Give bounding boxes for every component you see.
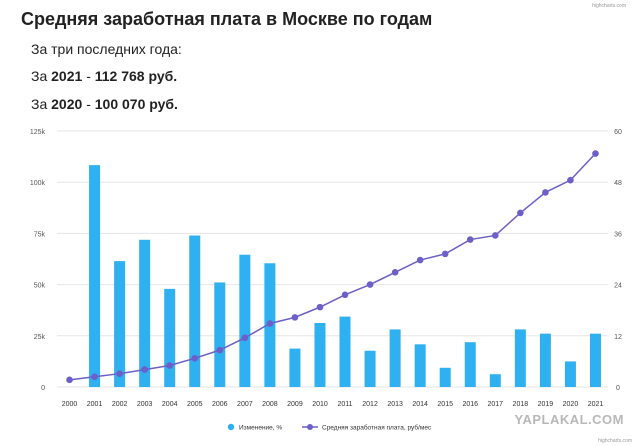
- x-tick-label: 2010: [312, 401, 328, 408]
- bar: [189, 235, 201, 387]
- x-tick-label: 2005: [187, 401, 203, 408]
- x-tick-label: 2020: [563, 401, 579, 408]
- line-point: [366, 281, 374, 288]
- bar: [439, 367, 451, 387]
- y-left-tick-label: 50k: [34, 283, 46, 290]
- bar: [89, 165, 101, 387]
- x-tick-label: 2007: [237, 401, 253, 408]
- summary-separator: -: [86, 68, 91, 84]
- x-tick-label: 2008: [262, 401, 278, 408]
- intro-text: За три последних года:: [31, 41, 182, 57]
- x-tick-label: 2000: [62, 401, 78, 408]
- bar: [389, 329, 401, 387]
- line-point: [241, 334, 249, 342]
- x-tick-label: 2003: [137, 401, 153, 408]
- x-tick-label: 2002: [112, 401, 128, 408]
- y-right-tick-label: 60: [614, 129, 622, 136]
- line-point: [567, 176, 574, 184]
- page-title: Средняя заработная плата в Москве по год…: [21, 9, 433, 29]
- x-tick-label: 2006: [212, 401, 228, 408]
- legend-bar-marker: [227, 423, 235, 431]
- line-point: [216, 346, 224, 354]
- x-tick-label: 2019: [538, 401, 554, 408]
- bar: [414, 344, 426, 387]
- chart-credit: highcharts.com: [592, 3, 626, 9]
- x-tick-label: 2013: [387, 401, 403, 408]
- line-point: [542, 189, 549, 196]
- summary-value: 100 070 руб.: [94, 96, 178, 112]
- y-right-tick-label: 0: [616, 385, 620, 392]
- bar: [564, 361, 576, 387]
- x-tick-label: 2001: [87, 401, 103, 408]
- line-point: [266, 320, 274, 327]
- summary-prefix: За: [31, 68, 48, 84]
- line-point: [491, 232, 499, 239]
- y-left-tick-label: 0: [41, 385, 45, 392]
- y-left-tick-label: 75k: [34, 231, 46, 238]
- watermark: YAPLAKAL.COM: [514, 412, 624, 427]
- line-point: [91, 373, 98, 381]
- y-right-tick-label: 24: [614, 283, 622, 290]
- x-tick-label: 2018: [513, 401, 529, 408]
- y-left-tick-label: 100k: [30, 180, 46, 187]
- x-tick-label: 2009: [287, 401, 303, 408]
- series-line: [69, 153, 597, 381]
- summary-year: 2021: [51, 68, 83, 84]
- x-tick-label: 2014: [412, 401, 428, 408]
- x-tick-label: 2016: [462, 401, 478, 408]
- y-left-tick-label: 25k: [34, 334, 46, 341]
- bar: [314, 323, 326, 387]
- bar: [164, 288, 176, 387]
- y-right-tick-label: 12: [614, 334, 622, 341]
- x-tick-label: 2004: [162, 401, 178, 408]
- summary-separator: -: [86, 96, 91, 112]
- footer-credit: highcharts.com: [598, 438, 632, 444]
- line-point: [66, 376, 73, 384]
- bar: [464, 342, 476, 387]
- line-point: [391, 269, 399, 276]
- line-point: [166, 362, 174, 369]
- line-point: [341, 291, 349, 299]
- x-tick-label: 2015: [437, 401, 453, 408]
- x-tick-label: 2011: [337, 401, 352, 408]
- line-point: [141, 366, 148, 373]
- line-point: [316, 303, 324, 311]
- line-point: [441, 250, 449, 258]
- x-tick-label: 2012: [362, 401, 378, 408]
- bar: [139, 239, 151, 387]
- line-point: [416, 256, 424, 264]
- summary-value: 112 768 руб.: [94, 68, 178, 84]
- legend-line-label: Средняя заработная плата, руб/мес: [322, 424, 432, 432]
- y-right-tick-label: 48: [614, 180, 622, 187]
- summary-year: 2020: [51, 96, 83, 112]
- line-point: [517, 209, 524, 217]
- y-left-tick-label: 125k: [30, 129, 46, 136]
- line-point: [592, 150, 599, 157]
- line-point: [116, 370, 123, 377]
- legend-line-dot: [307, 424, 313, 430]
- line-point: [191, 355, 199, 362]
- bar: [339, 316, 351, 387]
- summary-prefix: За: [31, 96, 48, 112]
- bar: [214, 282, 226, 387]
- line-point: [291, 314, 299, 321]
- bar: [539, 333, 551, 387]
- bar: [514, 329, 526, 387]
- x-tick-label: 2021: [588, 401, 604, 408]
- bar: [489, 374, 501, 387]
- bar: [589, 333, 601, 387]
- summary-row-2021: За 2021 - 112 768 руб.: [31, 68, 177, 84]
- line-point: [466, 236, 474, 243]
- y-right-tick-label: 36: [614, 231, 622, 238]
- bar: [364, 350, 376, 387]
- bar: [239, 254, 251, 387]
- x-tick-label: 2017: [488, 401, 504, 408]
- bar: [289, 348, 301, 387]
- bar: [114, 261, 126, 387]
- summary-row-2020: За 2020 - 100 070 руб.: [31, 96, 178, 112]
- legend-bar-label: Изменение, %: [239, 425, 282, 432]
